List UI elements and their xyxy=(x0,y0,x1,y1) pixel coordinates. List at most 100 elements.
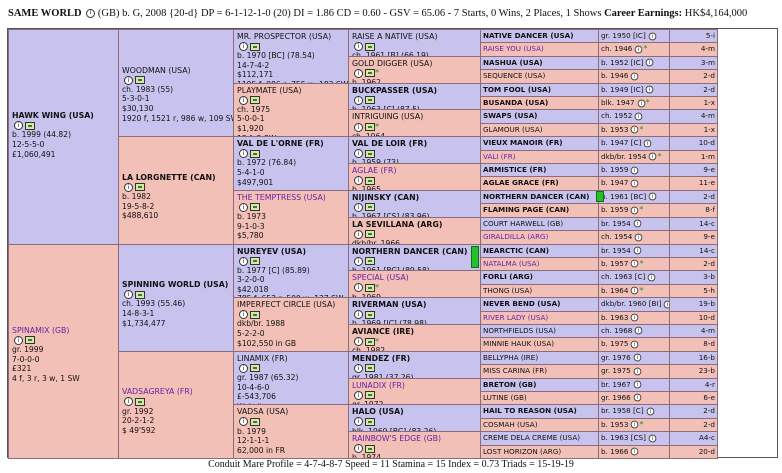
info-icon[interactable]: i xyxy=(354,390,363,400)
info-icon[interactable]: i xyxy=(648,32,657,40)
horse-name-link[interactable]: RIVERMAN (USA) xyxy=(352,300,427,310)
info-icon[interactable]: i xyxy=(239,417,248,427)
info-icon[interactable]: i xyxy=(635,233,643,241)
horse-name-link[interactable]: CREME DELA CREME (USA) xyxy=(483,433,581,443)
horse-name-link[interactable]: VALI (FR) xyxy=(483,151,516,161)
horse-name-link[interactable]: MENDEZ (FR) xyxy=(352,353,411,363)
horse-name-link[interactable]: NEARCTIC (CAN) xyxy=(483,245,550,255)
horse-name-link[interactable]: MINNIE HAUK (USA) xyxy=(483,339,555,349)
pedigree-chart-icon[interactable] xyxy=(250,96,260,105)
horse-name-link[interactable]: VADSA (USA) xyxy=(237,407,289,417)
horse-name-link[interactable]: NUREYEV (USA) xyxy=(237,246,307,256)
info-icon[interactable]: i xyxy=(239,95,248,105)
horse-name-link[interactable]: NORTHERN DANCER (CAN) xyxy=(352,246,468,256)
horse-name-link[interactable]: RAISE YOU (USA) xyxy=(483,44,544,54)
info-icon[interactable]: i xyxy=(644,139,652,148)
info-icon[interactable]: i xyxy=(354,256,363,266)
horse-name-link[interactable]: THONG (USA) xyxy=(483,285,533,295)
horse-name-link[interactable]: RIVER LADY (USA) xyxy=(483,312,549,322)
info-icon[interactable]: i xyxy=(239,42,248,52)
info-icon[interactable]: i xyxy=(646,85,654,94)
pedigree-chart-icon[interactable] xyxy=(365,42,375,51)
info-icon[interactable]: i xyxy=(635,112,643,121)
info-icon[interactable]: i xyxy=(124,290,133,300)
info-icon[interactable]: i xyxy=(633,219,642,228)
pedigree-chart-icon[interactable] xyxy=(365,69,375,78)
pedigree-chart-icon[interactable] xyxy=(25,121,35,130)
website-link[interactable]: Website xyxy=(237,402,345,405)
pedigree-chart-icon[interactable] xyxy=(365,391,375,400)
info-icon[interactable]: i xyxy=(647,273,656,282)
pedigree-chart-icon[interactable] xyxy=(365,444,375,453)
horse-name-link[interactable]: VIEUX MANOIR (FR) xyxy=(483,138,563,148)
horse-name[interactable]: SAME WORLD xyxy=(8,8,82,19)
horse-name-link[interactable]: NATIVE DANCER (USA) xyxy=(483,31,574,40)
horse-name-link[interactable]: AVIANCE (IRE) xyxy=(352,326,415,336)
pedigree-chart-icon[interactable] xyxy=(135,183,145,192)
pedigree-chart-icon[interactable] xyxy=(365,364,375,373)
info-icon[interactable]: i xyxy=(631,447,639,456)
info-icon[interactable]: i xyxy=(649,152,657,161)
horse-name-link[interactable]: BRETON (GB) xyxy=(483,379,537,389)
horse-name-link[interactable]: AGLAE GRACE (FR) xyxy=(483,178,559,188)
pedigree-chart-icon[interactable] xyxy=(365,96,375,105)
info-icon[interactable]: i xyxy=(631,206,639,215)
horse-name-link[interactable]: HAWK WING (USA) xyxy=(12,111,94,121)
pedigree-chart-icon[interactable] xyxy=(365,257,375,266)
info-icon[interactable]: i xyxy=(635,327,643,335)
horse-name-link[interactable]: AGLAE (FR) xyxy=(352,166,397,176)
pedigree-chart-icon[interactable] xyxy=(135,76,145,85)
horse-name-link[interactable]: VAL DE LOIR (FR) xyxy=(352,139,428,149)
horse-name-link[interactable]: VADSAGREYA (FR) xyxy=(122,387,193,397)
info-icon[interactable]: i xyxy=(354,176,363,186)
horse-name-link[interactable]: IMPERFECT CIRCLE (USA) xyxy=(237,300,336,310)
horse-name-link[interactable]: GOLD DIGGER (USA) xyxy=(352,58,433,68)
horse-name-link[interactable]: FORLI (ARG) xyxy=(483,272,533,282)
info-icon[interactable]: i xyxy=(354,310,363,320)
info-icon[interactable]: i xyxy=(239,363,248,373)
pedigree-chart-icon[interactable] xyxy=(365,176,375,185)
horse-name-link[interactable]: SPINAMIX (GB) xyxy=(12,325,70,335)
horse-name-link[interactable]: MR. PROSPECTOR (USA) xyxy=(237,32,332,41)
pedigree-chart-icon[interactable] xyxy=(365,337,375,346)
horse-name-link[interactable]: SEQUENCE (USA) xyxy=(483,71,546,81)
horse-name-link[interactable]: RAISE A NATIVE (USA) xyxy=(352,32,438,41)
info-icon[interactable]: i xyxy=(354,444,363,454)
horse-name-link[interactable]: LINAMIX (FR) xyxy=(237,353,288,363)
horse-name-link[interactable]: NASHUA (USA) xyxy=(483,57,543,67)
horse-name-link[interactable]: NATALMA (USA) xyxy=(483,258,540,268)
horse-name-link[interactable]: NIJINSKY (CAN) xyxy=(352,192,420,202)
horse-name-link[interactable]: BUCKPASSER (USA) xyxy=(352,85,438,95)
pedigree-chart-icon[interactable] xyxy=(250,364,260,373)
horse-name-link[interactable]: COSMAH (USA) xyxy=(483,419,538,429)
horse-name-link[interactable]: NORTHERN DANCER (CAN) xyxy=(483,191,590,201)
pedigree-chart-icon[interactable] xyxy=(365,123,375,132)
info-icon[interactable]: i xyxy=(354,229,363,239)
info-icon[interactable]: i xyxy=(124,75,133,85)
horse-name-link[interactable]: LOST HORIZON (ARG) xyxy=(483,446,562,456)
info-icon[interactable]: i xyxy=(239,256,248,266)
horse-name-link[interactable]: VAL DE L'ORNE (FR) xyxy=(237,139,324,149)
pedigree-chart-icon[interactable] xyxy=(365,417,375,426)
horse-name-link[interactable]: HALO (USA) xyxy=(352,407,404,417)
info-icon[interactable]: i xyxy=(637,99,645,107)
horse-name-link[interactable]: BUSANDA (USA) xyxy=(483,98,549,108)
horse-name-link[interactable]: SPECIAL (USA) xyxy=(352,273,409,283)
info-icon[interactable]: i xyxy=(646,407,654,416)
horse-name-link[interactable]: PLAYMATE (USA) xyxy=(237,85,302,95)
horse-name-link[interactable]: RAINBOW'S EDGE (GB) xyxy=(352,434,442,444)
pedigree-chart-icon[interactable] xyxy=(365,310,375,319)
info-icon[interactable]: i xyxy=(239,202,248,212)
horse-name-link[interactable]: COURT HARWELL (GB) xyxy=(483,218,564,228)
pedigree-chart-icon[interactable] xyxy=(135,290,145,299)
info-icon[interactable]: i xyxy=(633,246,642,255)
info-icon[interactable]: i xyxy=(633,353,642,362)
info-icon[interactable]: i xyxy=(631,166,639,174)
info-icon[interactable]: i xyxy=(633,367,642,375)
horse-name-link[interactable]: TOM FOOL (USA) xyxy=(483,84,552,94)
info-icon[interactable]: i xyxy=(631,126,639,134)
horse-name-link[interactable]: LA SEVILLANA (ARG) xyxy=(352,219,443,229)
info-icon[interactable]: i xyxy=(631,72,639,81)
info-icon[interactable]: i xyxy=(354,363,363,373)
horse-name-link[interactable]: NEVER BEND (USA) xyxy=(483,299,561,309)
